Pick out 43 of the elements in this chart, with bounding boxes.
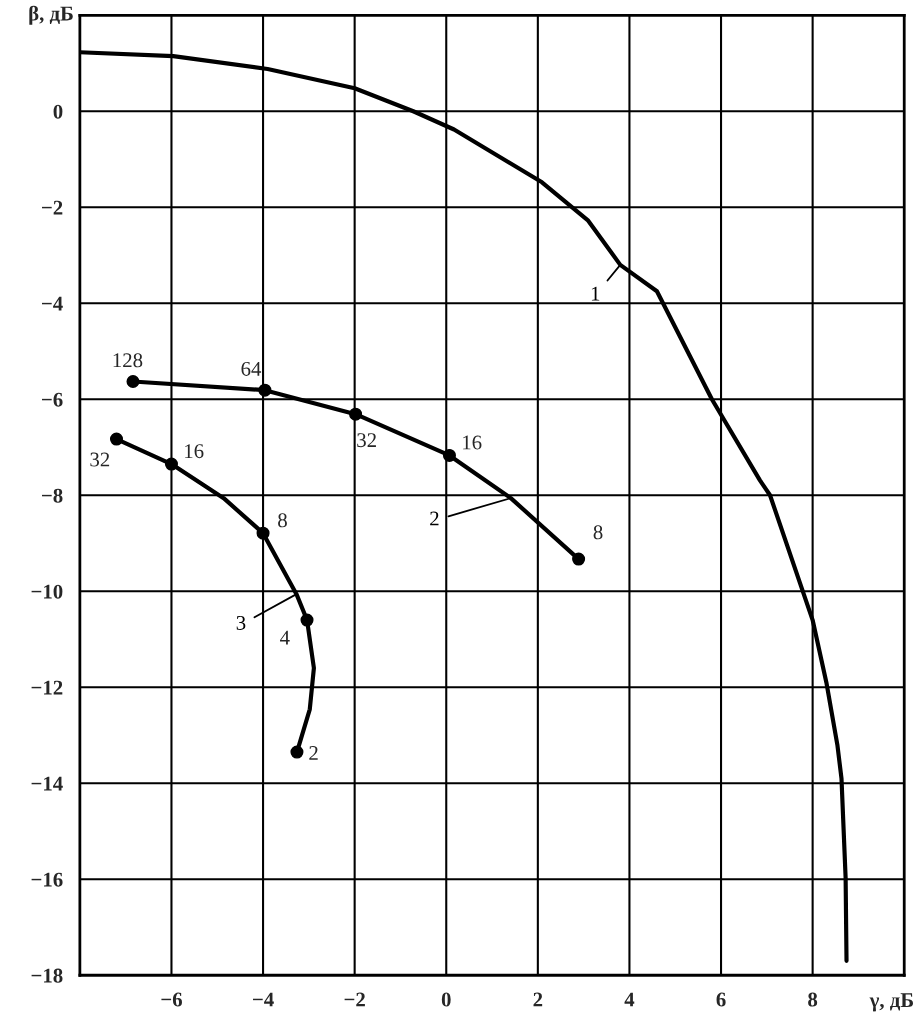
x-tick-label: −6: [161, 992, 182, 1007]
y-tick-label: 0: [53, 104, 63, 119]
annotation: 4: [280, 630, 290, 645]
point: [300, 613, 314, 627]
annotation: 2: [309, 746, 318, 760]
series-label: 1: [591, 286, 600, 301]
point: [164, 457, 178, 471]
annotation: 32: [357, 433, 376, 448]
point: [258, 383, 272, 397]
y-tick-label: −12: [31, 680, 63, 695]
point: [256, 526, 270, 540]
x-tick-label: 4: [624, 992, 635, 1007]
point: [572, 552, 586, 566]
point: [349, 407, 363, 421]
y-tick-label: −4: [42, 296, 63, 311]
text: 3: [236, 615, 246, 630]
x-tick-label: 0: [441, 992, 451, 1007]
annotation: 8: [593, 525, 603, 540]
point: [126, 374, 140, 389]
x-tick-label: −4: [253, 992, 274, 1007]
y-tick-label: −16: [31, 872, 63, 887]
annotation: 128: [113, 353, 143, 368]
y-tick-label: −6: [42, 392, 63, 407]
y-tick-label: −18: [31, 968, 63, 983]
point: [442, 448, 456, 462]
x-axis-title: γ, дБ: [869, 993, 914, 1012]
annotation: 16: [185, 444, 204, 459]
y-tick-label: −14: [31, 776, 63, 791]
annotation: 8: [278, 513, 287, 528]
x-tick-label: 2: [533, 992, 543, 1007]
point: [290, 745, 304, 759]
x-tick-label: 8: [808, 992, 818, 1007]
y-tick-label: −10: [31, 584, 63, 599]
annotation: 64: [241, 361, 262, 376]
legend-label: 2: [430, 511, 439, 526]
annotation: 32: [90, 452, 110, 467]
annotation: 16: [463, 435, 482, 450]
x-tick-label: −2: [344, 992, 365, 1007]
x-tick-label: 6: [716, 992, 726, 1007]
point: [109, 432, 124, 446]
y-tick-label: −2: [42, 200, 63, 215]
y-tick-label: −8: [42, 488, 63, 503]
y-axis-title: β, дБ: [29, 5, 73, 25]
